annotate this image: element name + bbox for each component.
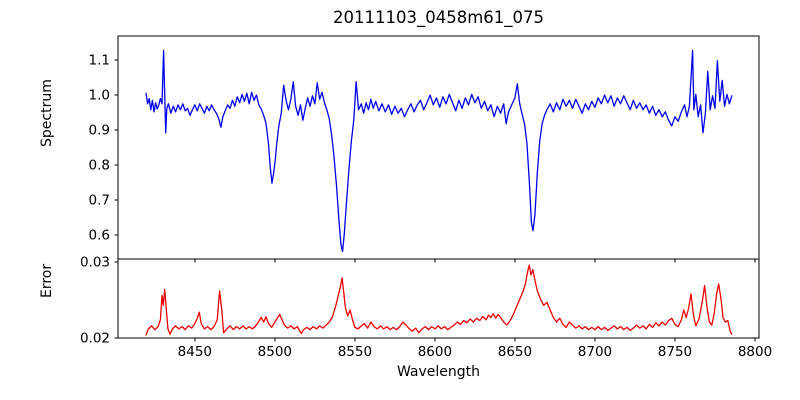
y-tick-label: 0.7 — [89, 192, 110, 208]
chart-title: 20111103_0458m61_075 — [332, 8, 545, 27]
x-tick-label: 8450 — [178, 344, 212, 360]
y-tick-label: 0.9 — [89, 123, 110, 139]
x-tick-label: 8650 — [498, 344, 532, 360]
subplot-0-frame — [117, 35, 760, 260]
spectrum-line — [145, 49, 733, 252]
x-tick-label: 8550 — [338, 344, 372, 360]
x-tick-label: 8600 — [418, 344, 452, 360]
error-line — [145, 264, 733, 336]
y-tick-label: 0.6 — [89, 227, 110, 243]
subplot-1-frame — [117, 258, 760, 339]
wavelength-axis-label: Wavelength — [396, 364, 481, 380]
x-tick-label: 8800 — [738, 344, 772, 360]
y-tick-label: 1.1 — [89, 53, 110, 69]
x-tick-label: 8750 — [658, 344, 692, 360]
y-tick-label: 0.03 — [80, 255, 110, 271]
x-tick-label: 8700 — [578, 344, 612, 360]
x-tick-label: 8500 — [258, 344, 292, 360]
y-tick-label: 0.02 — [80, 331, 110, 347]
y-tick-label: 0.8 — [89, 157, 110, 173]
y-tick-label: 1.0 — [89, 88, 110, 104]
